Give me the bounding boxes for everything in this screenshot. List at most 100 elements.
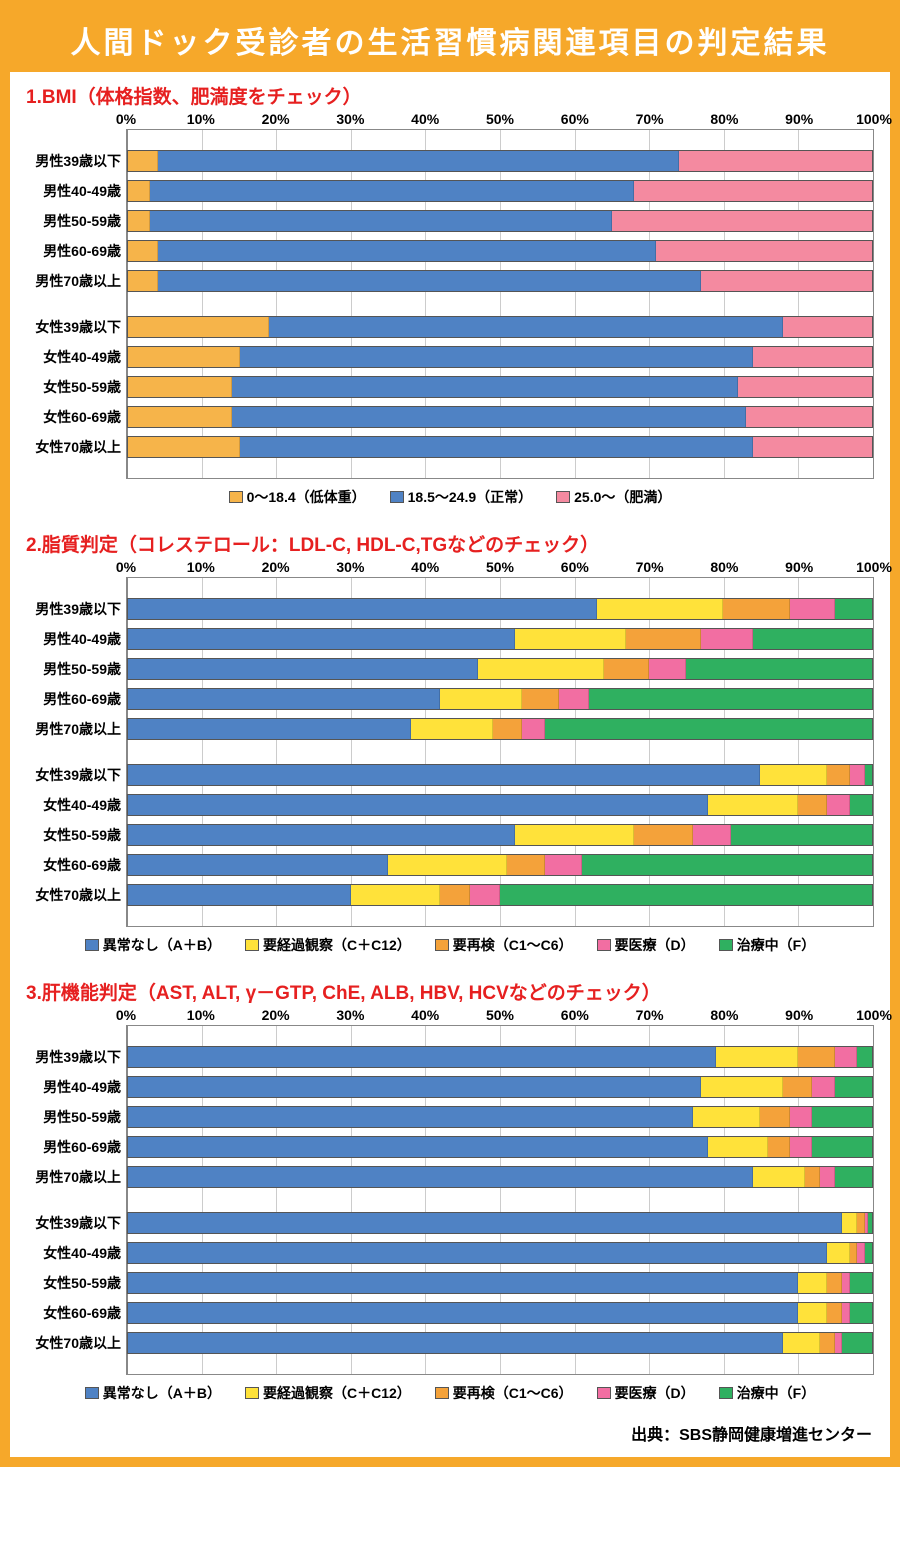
bar-segment — [128, 1213, 842, 1233]
stacked-bar — [127, 1106, 873, 1128]
stacked-bar — [127, 598, 873, 620]
legend-swatch — [245, 939, 259, 951]
stacked-bar — [127, 884, 873, 906]
legend-label: 要医療（D） — [615, 1385, 695, 1401]
axis-tick: 0% — [116, 559, 136, 575]
bar-segment — [128, 1243, 827, 1263]
axis-tick: 40% — [411, 1007, 439, 1023]
bar-segment — [522, 719, 544, 739]
legend-item: 異常なし（A＋B） — [85, 1381, 221, 1406]
bar-segment — [708, 795, 797, 815]
legend-item: 異常なし（A＋B） — [85, 933, 221, 958]
bar-segment — [716, 1047, 798, 1067]
bar-segment — [701, 271, 872, 291]
bar-segment — [158, 241, 656, 261]
axis-tick: 40% — [411, 559, 439, 575]
bar-segment — [768, 1137, 790, 1157]
stacked-bar — [127, 346, 873, 368]
stacked-bar — [127, 376, 873, 398]
bar-segment — [128, 719, 411, 739]
bar-segment — [128, 795, 708, 815]
row-label: 男性50-59歳 — [27, 659, 127, 679]
bar-segment — [842, 1333, 872, 1353]
bar-row: 女性60-69歳 — [127, 852, 873, 878]
row-label: 女性50-59歳 — [27, 1273, 127, 1293]
bar-segment — [798, 795, 828, 815]
row-label: 女性70歳以上 — [27, 885, 127, 905]
bar-row: 女性50-59歳 — [127, 1270, 873, 1296]
bar-segment — [128, 1077, 701, 1097]
bar-segment — [701, 629, 753, 649]
bar-segment — [128, 151, 158, 171]
legend-item: 要再検（C1～C6） — [435, 933, 573, 958]
bar-segment — [835, 1333, 842, 1353]
axis-tick: 90% — [785, 559, 813, 575]
bar-row: 女性70歳以上 — [127, 434, 873, 460]
source-attribution: 出典：SBS静岡健康増進センター — [10, 1417, 890, 1451]
stacked-bar — [127, 270, 873, 292]
bar-segment — [128, 1167, 753, 1187]
stacked-bar — [127, 316, 873, 338]
x-axis: 0%10%20%30%40%50%60%70%80%90%100% — [126, 1007, 874, 1025]
row-label: 男性60-69歳 — [27, 241, 127, 261]
bar-segment — [738, 377, 872, 397]
row-label: 男性60-69歳 — [27, 689, 127, 709]
legend-item: 要医療（D） — [597, 1381, 695, 1406]
axis-tick: 20% — [262, 559, 290, 575]
stacked-bar — [127, 406, 873, 428]
bar-segment — [522, 689, 559, 709]
bar-segment — [240, 437, 753, 457]
bar-row: 男性50-59歳 — [127, 1104, 873, 1130]
stacked-bar — [127, 658, 873, 680]
bar-segment — [868, 1213, 872, 1233]
axis-tick: 0% — [116, 1007, 136, 1023]
stacked-bar-chart: 男性39歳以下男性40-49歳男性50-59歳男性60-69歳男性70歳以上女性… — [126, 577, 874, 927]
bar-row: 男性50-59歳 — [127, 656, 873, 682]
legend-item: 0～18.4（低体重） — [229, 485, 366, 510]
bar-segment — [790, 599, 835, 619]
bar-row: 女性40-49歳 — [127, 792, 873, 818]
bar-segment — [507, 855, 544, 875]
bar-segment — [812, 1107, 872, 1127]
bar-segment — [827, 765, 849, 785]
row-label: 男性39歳以下 — [27, 1047, 127, 1067]
bar-row: 男性70歳以上 — [127, 716, 873, 742]
bar-segment — [812, 1137, 872, 1157]
bar-segment — [128, 659, 478, 679]
legend-item: 要経過観察（C＋C12） — [245, 1381, 411, 1406]
bar-segment — [753, 437, 872, 457]
axis-tick: 100% — [856, 559, 892, 575]
bar-segment — [626, 629, 700, 649]
axis-tick: 80% — [710, 1007, 738, 1023]
legend-swatch — [597, 1387, 611, 1399]
row-label: 女性70歳以上 — [27, 1333, 127, 1353]
bar-segment — [686, 659, 872, 679]
row-label: 女性40-49歳 — [27, 1243, 127, 1263]
bar-row: 女性70歳以上 — [127, 1330, 873, 1356]
stacked-bar — [127, 688, 873, 710]
bar-row: 女性60-69歳 — [127, 404, 873, 430]
bar-row: 男性60-69歳 — [127, 1134, 873, 1160]
axis-tick: 30% — [336, 1007, 364, 1023]
legend-label: 異常なし（A＋B） — [103, 1385, 221, 1401]
bar-segment — [798, 1047, 835, 1067]
legend-label: 0～18.4（低体重） — [247, 489, 366, 505]
row-label: 男性40-49歳 — [27, 1077, 127, 1097]
bar-segment — [679, 151, 872, 171]
legend-item: 治療中（F） — [719, 1381, 816, 1406]
bar-segment — [723, 599, 790, 619]
stacked-bar — [127, 1076, 873, 1098]
bar-segment — [128, 407, 232, 427]
row-label: 女性50-59歳 — [27, 825, 127, 845]
legend-swatch — [245, 1387, 259, 1399]
stacked-bar — [127, 718, 873, 740]
axis-tick: 50% — [486, 1007, 514, 1023]
bar-segment — [158, 151, 679, 171]
bar-segment — [827, 795, 849, 815]
bar-segment — [850, 1273, 872, 1293]
legend-swatch — [85, 1387, 99, 1399]
row-label: 女性40-49歳 — [27, 795, 127, 815]
bar-segment — [835, 1047, 857, 1067]
legend-swatch — [390, 491, 404, 503]
bar-segment — [842, 1273, 849, 1293]
